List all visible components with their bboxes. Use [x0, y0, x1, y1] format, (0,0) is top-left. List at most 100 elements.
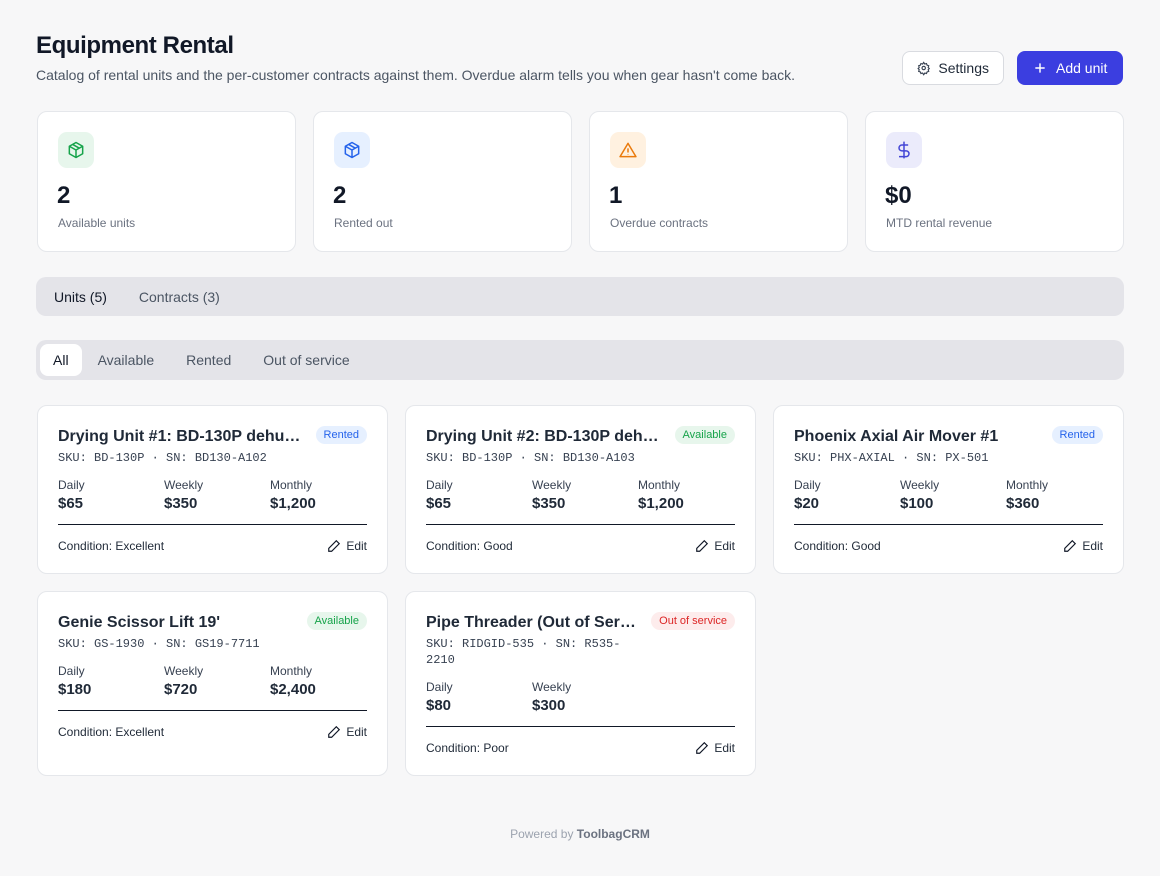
price: Monthly $1,200 [638, 478, 744, 512]
status-badge: Rented [1051, 426, 1103, 444]
page-title: Equipment Rental [36, 32, 234, 59]
tab[interactable]: Contracts (3) [138, 288, 220, 305]
price-value: $65 [426, 495, 452, 512]
stat-card: 1 Overdue contracts [589, 111, 848, 252]
condition: Condition: Excellent [58, 539, 165, 553]
stat-value: 1 [609, 182, 623, 209]
unit-name: Phoenix Axial Air Mover #1 [794, 428, 999, 445]
status-badge: Out of service [651, 612, 735, 630]
add-unit-label: Add unit [1056, 60, 1108, 76]
filter[interactable]: Out of service [263, 352, 350, 368]
stat-label: Overdue contracts [610, 216, 709, 230]
price-label: Monthly [270, 478, 313, 492]
card-top: Pipe Threader (Out of Ser… Out of service [426, 612, 735, 632]
stat-icon [334, 132, 370, 168]
stat-icon [58, 132, 94, 168]
tab[interactable]: Units (5) [54, 288, 107, 305]
icon [344, 141, 360, 159]
icon [619, 142, 637, 158]
edit-button[interactable]: Edit [695, 539, 735, 553]
tabs: Units (5) Contracts (3) [36, 277, 1124, 316]
powered-by: Powered by [510, 827, 574, 841]
filters: All Available Rented Out of service [36, 340, 1124, 380]
edit-label: Edit [346, 539, 367, 553]
price: Monthly $1,200 [270, 478, 376, 512]
pencil-icon [328, 725, 341, 738]
subtitle: Catalog of rental units and the per-cust… [36, 67, 796, 83]
price-label: Daily [58, 664, 85, 678]
card-top: Drying Unit #1: BD-130P dehu… Rented [58, 426, 367, 446]
condition: Condition: Good [794, 539, 881, 553]
price-value: $300 [532, 697, 566, 714]
condition: Condition: Excellent [58, 725, 165, 739]
unit-grid: Drying Unit #1: BD-130P dehu… Rented SKU: … [37, 405, 1124, 776]
settings-button[interactable]: Settings [902, 51, 1004, 85]
price-value: $100 [900, 495, 934, 512]
card-footer: Condition: Excellent Edit [58, 710, 367, 739]
prices: Daily $80 Weekly $300 [426, 680, 735, 714]
price-label: Weekly [164, 664, 204, 678]
unit-card: Pipe Threader (Out of Ser… Out of service… [405, 591, 756, 776]
price: Daily $20 [794, 478, 900, 512]
stat-value: $0 [885, 182, 912, 209]
filter[interactable]: Rented [186, 352, 232, 368]
sku: SKU: BD-130P · SN: BD130-A103 [426, 451, 635, 465]
unit-name: Pipe Threader (Out of Ser… [426, 614, 636, 631]
card-top: Phoenix Axial Air Mover #1 Rented [794, 426, 1103, 446]
footer: Powered by ToolbagCRM [0, 827, 1160, 841]
price-value: $720 [164, 681, 198, 698]
sku: SKU: BD-130P · SN: BD130-A102 [58, 451, 267, 465]
price-value: $65 [58, 495, 84, 512]
price-value: $360 [1006, 495, 1040, 512]
price-label: Weekly [532, 478, 572, 492]
price-label: Daily [426, 478, 453, 492]
edit-label: Edit [1082, 539, 1103, 553]
unit-card: Genie Scissor Lift 19' Available SKU: GS-1… [37, 591, 388, 776]
add-unit-button[interactable]: Add unit [1017, 51, 1123, 85]
settings-label: Settings [938, 60, 989, 76]
edit-label: Edit [714, 539, 735, 553]
card-top: Drying Unit #2: BD-130P deh… Available [426, 426, 735, 446]
price: Daily $65 [58, 478, 164, 512]
status-badge: Rented [315, 426, 367, 444]
unit-name: Drying Unit #2: BD-130P deh… [426, 428, 659, 445]
edit-button[interactable]: Edit [1063, 539, 1103, 553]
price-label: Monthly [638, 478, 681, 492]
unit-name: Genie Scissor Lift 19' [58, 614, 221, 631]
edit-button[interactable]: Edit [695, 741, 735, 755]
icon [68, 141, 84, 159]
price: Daily $80 [426, 680, 532, 714]
filter[interactable]: Available [97, 352, 155, 368]
stat-label: Rented out [334, 216, 393, 230]
price: Weekly $350 [532, 478, 638, 512]
price-value: $1,200 [638, 495, 684, 512]
unit-card: Drying Unit #1: BD-130P dehu… Rented SKU: … [37, 405, 388, 574]
card-footer: Condition: Good Edit [794, 524, 1103, 553]
price: Monthly $2,400 [270, 664, 376, 698]
price: Weekly $350 [164, 478, 270, 512]
brand: ToolbagCRM [576, 827, 650, 841]
price-label: Monthly [1006, 478, 1049, 492]
edit-button[interactable]: Edit [327, 725, 367, 739]
stat-icon [886, 132, 922, 168]
status-badge: Available [306, 612, 367, 630]
price-label: Monthly [270, 664, 313, 678]
price-label: Weekly [900, 478, 940, 492]
stat-card: 2 Rented out [313, 111, 572, 252]
condition: Condition: Good [426, 539, 513, 553]
stat-card: 2 Available units [37, 111, 296, 252]
filter[interactable]: All [40, 344, 82, 376]
price: Weekly $720 [164, 664, 270, 698]
sku: SKU: PHX-AXIAL · SN: PX-501 [794, 451, 989, 465]
unit-card: Drying Unit #2: BD-130P deh… Available SKU… [405, 405, 756, 574]
prices: Daily $65 Weekly $350 Monthly $1,200 [58, 478, 367, 512]
card-top: Genie Scissor Lift 19' Available [58, 612, 367, 632]
price-label: Weekly [164, 478, 204, 492]
edit-label: Edit [346, 725, 367, 739]
pencil-icon [696, 539, 709, 552]
price-value: $2,400 [270, 681, 316, 698]
price-label: Weekly [532, 680, 572, 694]
price: Weekly $300 [532, 680, 638, 714]
edit-button[interactable]: Edit [327, 539, 367, 553]
